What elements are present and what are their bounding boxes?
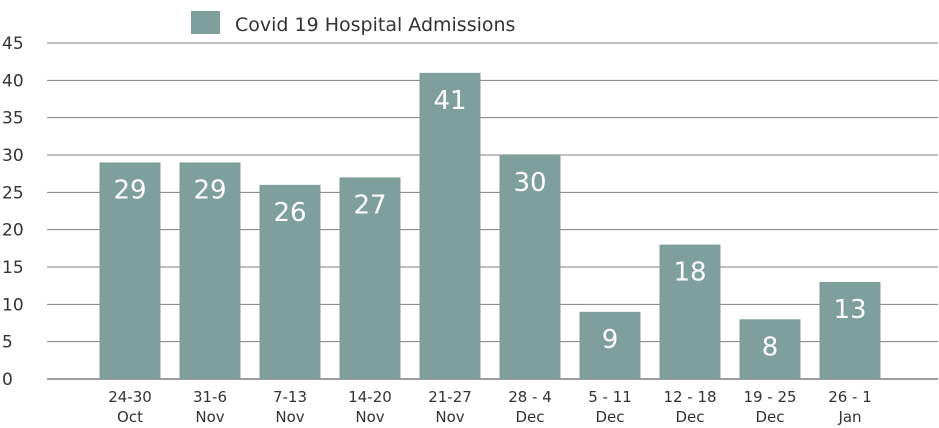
bar — [419, 72, 481, 379]
bar — [579, 311, 641, 379]
x-tick-label: 28 - 4 — [508, 388, 552, 406]
x-tick-label: Dec — [595, 408, 624, 426]
x-tick-label: 7-13 — [273, 388, 307, 406]
x-tick-label: 5 - 11 — [588, 388, 632, 406]
bar-value-label: 41 — [433, 86, 466, 116]
x-tick-label: 31-6 — [193, 388, 227, 406]
x-tick-label: 26 - 1 — [828, 388, 872, 406]
bar-value-label: 18 — [673, 258, 706, 288]
y-tick-label: 20 — [2, 221, 24, 241]
x-tick-label: Dec — [675, 408, 704, 426]
y-tick-label: 45 — [2, 34, 24, 54]
bar-value-label: 30 — [513, 168, 546, 198]
x-tick-label: Nov — [355, 408, 384, 426]
bars: 29 29 26 27 41 30 9 18 8 13 — [99, 72, 881, 379]
bar — [259, 184, 321, 379]
y-tick-label: 0 — [2, 370, 13, 390]
x-tick-label: Nov — [435, 408, 464, 426]
y-tick-label: 35 — [2, 109, 24, 129]
y-tick-label: 15 — [2, 258, 24, 278]
x-tick-label: 12 - 18 — [663, 388, 716, 406]
x-tick-label: Nov — [195, 408, 224, 426]
bar — [339, 177, 401, 379]
bar-value-label: 13 — [833, 295, 866, 325]
y-tick-label: 30 — [2, 146, 24, 166]
y-tick-label: 40 — [2, 71, 24, 91]
legend: Covid 19 Hospital Admissions — [191, 11, 515, 36]
bar — [99, 162, 161, 379]
y-tick-label: 10 — [2, 295, 24, 315]
x-tick-label: Oct — [117, 408, 143, 426]
x-axis-labels: 24-30 Oct 31-6 Nov 7-13 Nov 14-20 Nov 21-27 Nov 28… — [108, 388, 872, 426]
x-tick-label: Jan — [837, 408, 861, 426]
bar — [499, 155, 561, 379]
bar-value-label: 29 — [193, 175, 226, 205]
x-tick-label: 21-27 — [428, 388, 472, 406]
bar-value-label: 8 — [762, 332, 779, 362]
y-tick-label: 25 — [2, 183, 24, 203]
x-tick-label: 14-20 — [348, 388, 392, 406]
bar-value-label: 27 — [353, 190, 386, 220]
legend-swatch — [191, 11, 220, 34]
bar-value-label: 29 — [113, 175, 146, 205]
y-axis-ticks: 0 5 10 15 20 25 30 35 40 45 — [2, 34, 24, 390]
bar — [179, 162, 241, 379]
bar-value-label: 26 — [273, 198, 306, 228]
x-tick-label: 19 - 25 — [743, 388, 796, 406]
x-tick-label: Dec — [755, 408, 784, 426]
legend-label: Covid 19 Hospital Admissions — [235, 14, 515, 36]
bar-value-label: 9 — [602, 325, 619, 355]
bar — [739, 319, 801, 379]
bar — [659, 244, 721, 379]
bar — [819, 281, 881, 379]
x-tick-label: 24-30 — [108, 388, 152, 406]
y-tick-label: 5 — [2, 333, 13, 353]
x-tick-label: Dec — [515, 408, 544, 426]
x-tick-label: Nov — [275, 408, 304, 426]
